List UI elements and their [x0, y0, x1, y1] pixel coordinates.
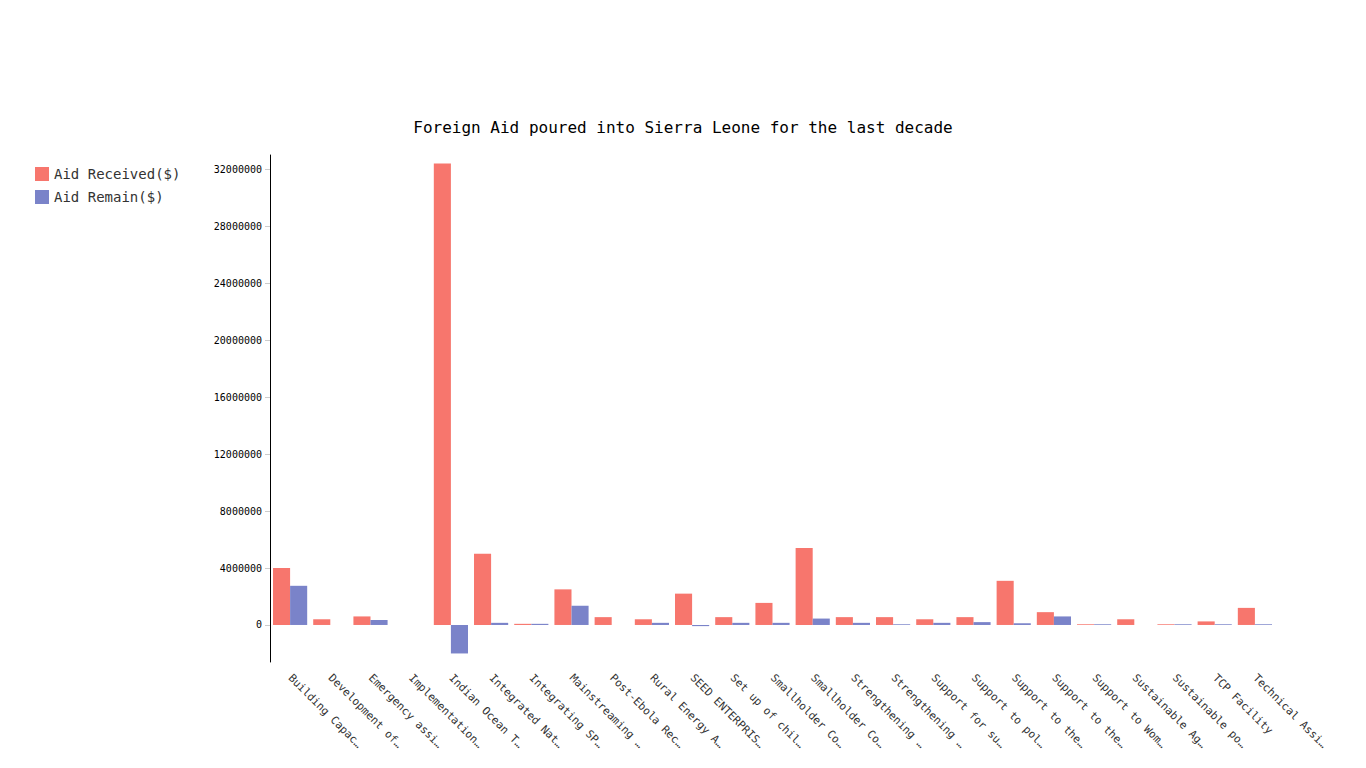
svg-text:TCP Facility: TCP Facility — [1210, 671, 1276, 737]
svg-text:Support to pol…: Support to pol… — [969, 671, 1049, 751]
svg-text:Implementation…: Implementation… — [406, 671, 486, 751]
svg-text:32000000: 32000000 — [214, 164, 262, 175]
svg-text:20000000: 20000000 — [214, 335, 262, 346]
svg-text:Post-Ebola Rec…: Post-Ebola Rec… — [607, 671, 687, 751]
svg-text:Integrated Nat…: Integrated Nat… — [487, 671, 567, 751]
svg-text:Support to Wom…: Support to Wom… — [1090, 671, 1170, 751]
svg-text:28000000: 28000000 — [214, 221, 262, 232]
svg-text:Development of…: Development of… — [326, 671, 406, 751]
svg-text:SEED ENTERPRIS…: SEED ENTERPRIS… — [688, 671, 768, 751]
svg-text:4000000: 4000000 — [220, 563, 262, 574]
svg-text:Integrating SP…: Integrating SP… — [527, 671, 607, 751]
svg-text:Aid Received($): Aid Received($) — [54, 166, 180, 182]
svg-text:12000000: 12000000 — [214, 449, 262, 460]
svg-text:Indian Ocean T…: Indian Ocean T… — [446, 671, 526, 751]
svg-text:8000000: 8000000 — [220, 506, 262, 517]
svg-text:Sustainable po…: Sustainable po… — [1170, 671, 1250, 751]
svg-text:Technical Assi…: Technical Assi… — [1250, 671, 1330, 751]
svg-text:Building Capac…: Building Capac… — [286, 671, 366, 751]
svg-text:Smallholder Co…: Smallholder Co… — [768, 671, 848, 751]
svg-text:Strengthening …: Strengthening … — [889, 671, 969, 751]
svg-text:Foreign Aid poured into Sierra: Foreign Aid poured into Sierra Leone for… — [413, 118, 952, 137]
svg-text:Sustainable Ag…: Sustainable Ag… — [1130, 671, 1210, 751]
svg-text:Smallholder Co…: Smallholder Co… — [808, 671, 888, 751]
svg-text:24000000: 24000000 — [214, 278, 262, 289]
svg-text:Aid Remain($): Aid Remain($) — [54, 189, 164, 205]
svg-text:Support for su…: Support for su… — [929, 671, 1009, 751]
svg-text:16000000: 16000000 — [214, 392, 262, 403]
svg-text:Support to the…: Support to the… — [1049, 671, 1129, 751]
svg-text:Rural Energy A…: Rural Energy A… — [647, 671, 727, 751]
svg-text:Strengthening …: Strengthening … — [848, 671, 928, 751]
svg-text:Set up of chil…: Set up of chil… — [728, 671, 808, 751]
svg-text:Support to the…: Support to the… — [1009, 671, 1089, 751]
svg-text:Emergency assi…: Emergency assi… — [366, 671, 446, 751]
svg-text:Mainstreaming …: Mainstreaming … — [567, 671, 647, 751]
svg-text:0: 0 — [256, 619, 262, 630]
